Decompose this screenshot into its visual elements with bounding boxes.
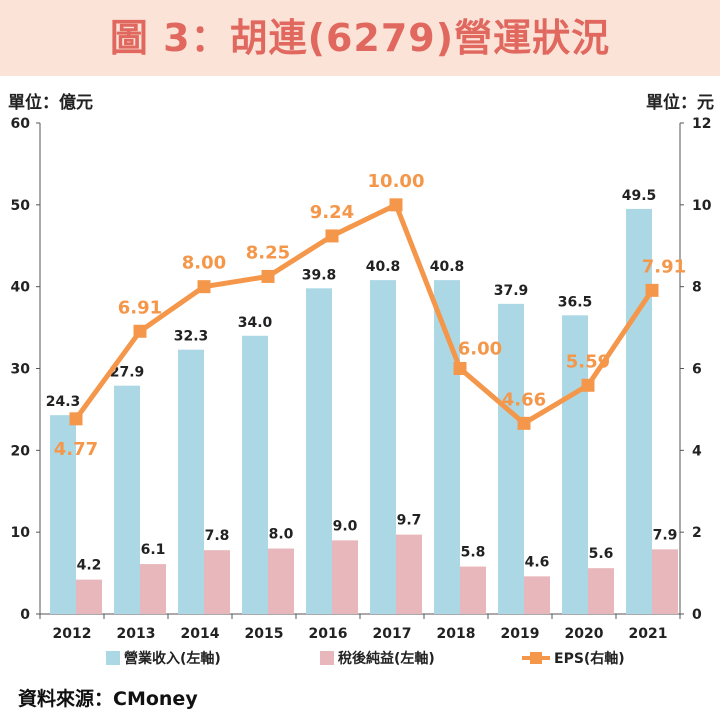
net-income-bar [460, 566, 486, 614]
eps-point [197, 280, 211, 294]
left-tick-label: 0 [20, 607, 30, 623]
net-income-bar [76, 579, 102, 614]
right-axis-unit: 單位：元 [646, 93, 714, 113]
legend-swatch-net-income [320, 651, 334, 665]
eps-point [261, 269, 275, 283]
x-tick-label: 2018 [437, 626, 476, 642]
eps-data-label: 6.91 [118, 297, 162, 318]
source-note: 資料來源：CMoney [18, 688, 198, 710]
left-tick-label: 20 [11, 443, 31, 459]
eps-data-label: 4.66 [502, 389, 546, 410]
x-tick-label: 2012 [53, 626, 92, 642]
net-income-data-label: 4.6 [525, 554, 550, 570]
revenue-bar [50, 415, 76, 614]
revenue-data-label: 24.3 [46, 394, 81, 410]
eps-data-label: 9.24 [310, 202, 354, 223]
revenue-data-label: 39.8 [302, 267, 337, 283]
left-tick-label: 60 [11, 116, 31, 132]
eps-point [133, 324, 147, 338]
eps-data-label: 7.91 [642, 256, 686, 277]
revenue-data-label: 49.5 [622, 188, 657, 204]
eps-data-label: 8.00 [182, 253, 226, 274]
left-tick-label: 30 [11, 362, 31, 378]
x-tick-label: 2021 [629, 626, 668, 642]
eps-point [645, 283, 659, 297]
revenue-bar [626, 208, 652, 615]
net-income-bar [204, 550, 230, 614]
right-tick-label: 10 [692, 198, 712, 214]
eps-point [453, 362, 467, 375]
net-income-bar [268, 548, 294, 614]
net-income-data-label: 6.1 [141, 542, 166, 558]
net-income-bar [652, 549, 678, 614]
revenue-data-label: 37.9 [494, 283, 529, 299]
revenue-bar [562, 315, 588, 614]
revenue-data-label: 27.9 [110, 365, 145, 381]
eps-point [325, 229, 339, 243]
right-tick-label: 12 [692, 116, 711, 132]
eps-point [517, 416, 531, 430]
eps-data-label: 4.77 [54, 439, 98, 460]
net-income-data-label: 8.0 [269, 527, 294, 543]
eps-point [581, 378, 595, 392]
eps-point [69, 412, 83, 426]
title-banner [0, 0, 720, 76]
x-tick-label: 2020 [565, 626, 604, 642]
net-income-data-label: 5.8 [461, 545, 486, 561]
revenue-bar [498, 303, 524, 614]
revenue-bar [306, 288, 332, 614]
net-income-data-label: 9.7 [397, 513, 422, 529]
right-tick-label: 8 [692, 280, 702, 296]
left-tick-label: 40 [11, 280, 31, 296]
revenue-bar [114, 385, 140, 614]
net-income-data-label: 7.8 [205, 528, 230, 544]
revenue-data-label: 40.8 [430, 259, 465, 275]
revenue-bar [370, 280, 396, 614]
revenue-data-label: 34.0 [238, 315, 273, 331]
net-income-bar [524, 576, 550, 614]
net-income-bar [140, 564, 166, 614]
page-title: 圖 3：胡連(6279)營運狀況 [109, 16, 611, 60]
revenue-bar [178, 349, 204, 614]
x-tick-label: 2013 [117, 626, 156, 642]
legend-marker-eps [530, 652, 542, 664]
eps-data-label: 10.00 [368, 171, 425, 192]
left-tick-label: 50 [11, 198, 31, 214]
net-income-bar [396, 534, 422, 614]
right-tick-label: 4 [692, 443, 702, 459]
legend-label-net-income: 稅後純益(左軸) [338, 650, 435, 667]
right-tick-label: 6 [692, 362, 702, 378]
net-income-data-label: 7.9 [653, 527, 678, 543]
x-tick-label: 2017 [373, 626, 412, 642]
net-income-data-label: 4.2 [77, 558, 102, 574]
net-income-data-label: 5.6 [589, 546, 614, 562]
net-income-data-label: 9.0 [333, 518, 358, 534]
legend-label-revenue: 營業收入(左軸) [124, 650, 221, 667]
legend-label-eps: EPS(右軸) [554, 650, 625, 667]
eps-data-label: 8.25 [246, 242, 290, 263]
net-income-bar [332, 540, 358, 614]
revenue-data-label: 40.8 [366, 259, 401, 275]
x-tick-label: 2019 [501, 626, 540, 642]
eps-point [389, 198, 403, 212]
right-tick-label: 0 [692, 607, 702, 623]
revenue-data-label: 32.3 [174, 329, 209, 345]
left-tick-label: 10 [11, 525, 31, 541]
revenue-bar [242, 335, 268, 614]
x-tick-label: 2016 [309, 626, 348, 642]
eps-data-label: 6.00 [458, 339, 502, 360]
x-tick-label: 2015 [245, 626, 284, 642]
net-income-bar [588, 568, 614, 614]
x-tick-label: 2014 [181, 626, 220, 642]
revenue-data-label: 36.5 [558, 294, 593, 310]
eps-data-label: 5.59 [566, 351, 610, 372]
eps-line [73, 202, 655, 426]
legend-swatch-revenue [106, 651, 120, 665]
left-axis-unit: 單位：億元 [8, 93, 93, 113]
right-tick-label: 2 [692, 525, 702, 541]
